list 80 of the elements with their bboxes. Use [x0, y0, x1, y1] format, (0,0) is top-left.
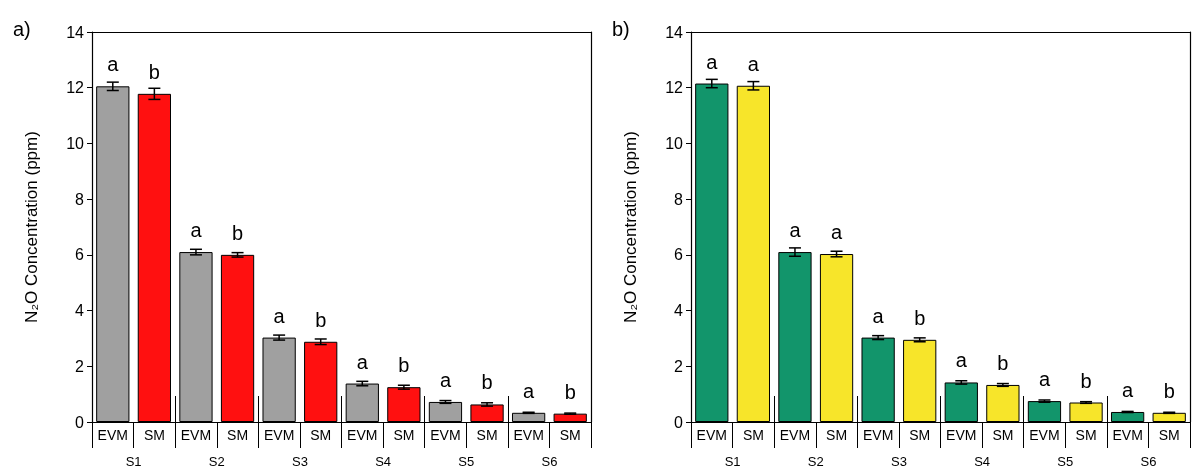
data-label: a: [872, 304, 885, 327]
data-label: a: [523, 379, 536, 402]
x-tick-label: S1: [724, 454, 741, 469]
text: SM: [1075, 427, 1097, 443]
text: SM: [310, 427, 332, 443]
x-tick-label: S4: [375, 454, 392, 469]
text: SM: [227, 427, 249, 443]
data-label: a: [955, 349, 968, 372]
data-label: a: [273, 304, 286, 327]
data-label: a: [747, 52, 760, 75]
chart-title: a): [13, 18, 31, 40]
text: EVM: [1029, 427, 1060, 443]
text: SM: [1158, 427, 1180, 443]
x-tick-label: S2: [208, 454, 225, 469]
x-tick-label: S6: [541, 454, 558, 469]
text: EVM: [263, 427, 295, 443]
y-tick-label: 8: [75, 190, 85, 208]
y-axis-title: N₂O Concentration (ppm): [621, 131, 640, 323]
chart-title: b): [612, 18, 630, 40]
data-label: b: [1080, 369, 1092, 392]
text: SM: [992, 427, 1014, 443]
data-label: b: [997, 351, 1009, 374]
x-tick-label: S6: [1140, 454, 1157, 469]
text: EVM: [513, 427, 544, 443]
text: EVM: [430, 427, 461, 443]
y-tick-label: 2: [674, 357, 684, 375]
text: SM: [909, 427, 931, 443]
data-label: b: [564, 380, 576, 403]
y-tick-label: 6: [75, 246, 85, 264]
text: EVM: [946, 427, 977, 443]
text: SM: [393, 427, 415, 443]
text: SM: [826, 427, 848, 443]
data-label: a: [439, 368, 452, 391]
legend-label: EVM: [180, 427, 212, 443]
y-tick-label: 0: [674, 413, 684, 431]
y-tick-label: 10: [665, 134, 684, 152]
y-tick-label: 12: [665, 79, 684, 97]
data-label: a: [1122, 378, 1135, 401]
data-label: b: [315, 308, 327, 331]
y-tick-label: 6: [674, 246, 684, 264]
text: EVM: [862, 427, 894, 443]
text: EVM: [696, 427, 727, 443]
x-tick-label: S5: [1057, 454, 1074, 469]
data-label: b: [231, 221, 244, 244]
legend-label: EVM: [779, 427, 811, 443]
y-tick-label: 14: [66, 23, 85, 41]
data-label: b: [481, 371, 493, 394]
data-label: b: [1163, 379, 1175, 402]
y-tick-label: 4: [75, 302, 85, 320]
data-label: a: [107, 53, 120, 76]
data-label: a: [190, 219, 203, 242]
y-tick-label: 0: [75, 413, 85, 431]
data-label: a: [789, 219, 802, 242]
x-tick-label: S4: [974, 454, 991, 469]
x-tick-label: S5: [458, 454, 475, 469]
y-tick-label: 10: [66, 134, 85, 152]
x-tick-label: S3: [890, 454, 907, 469]
y-tick-label: 8: [674, 190, 684, 208]
text: EVM: [97, 427, 128, 443]
legend-label: SM: [742, 427, 764, 443]
data-label: b: [398, 354, 410, 377]
y-tick-label: 4: [674, 302, 684, 320]
text: EVM: [347, 427, 378, 443]
data-label: a: [356, 350, 369, 373]
y-tick-label: 2: [75, 357, 85, 375]
x-tick-label: S1: [125, 454, 142, 469]
text: SM: [476, 427, 498, 443]
data-label: b: [914, 306, 926, 329]
y-tick-label: 14: [665, 23, 684, 41]
x-tick-label: S3: [291, 454, 308, 469]
y-tick-label: 12: [66, 79, 85, 97]
x-tick-label: S2: [807, 454, 824, 469]
data-label: a: [830, 221, 843, 244]
data-label: b: [148, 60, 160, 83]
text: SM: [559, 427, 581, 443]
y-axis-title: N₂O Concentration (ppm): [22, 131, 41, 323]
legend-label: SM: [143, 427, 165, 443]
text: EVM: [1112, 427, 1143, 443]
data-label: a: [1038, 368, 1051, 391]
data-label: a: [706, 50, 719, 73]
